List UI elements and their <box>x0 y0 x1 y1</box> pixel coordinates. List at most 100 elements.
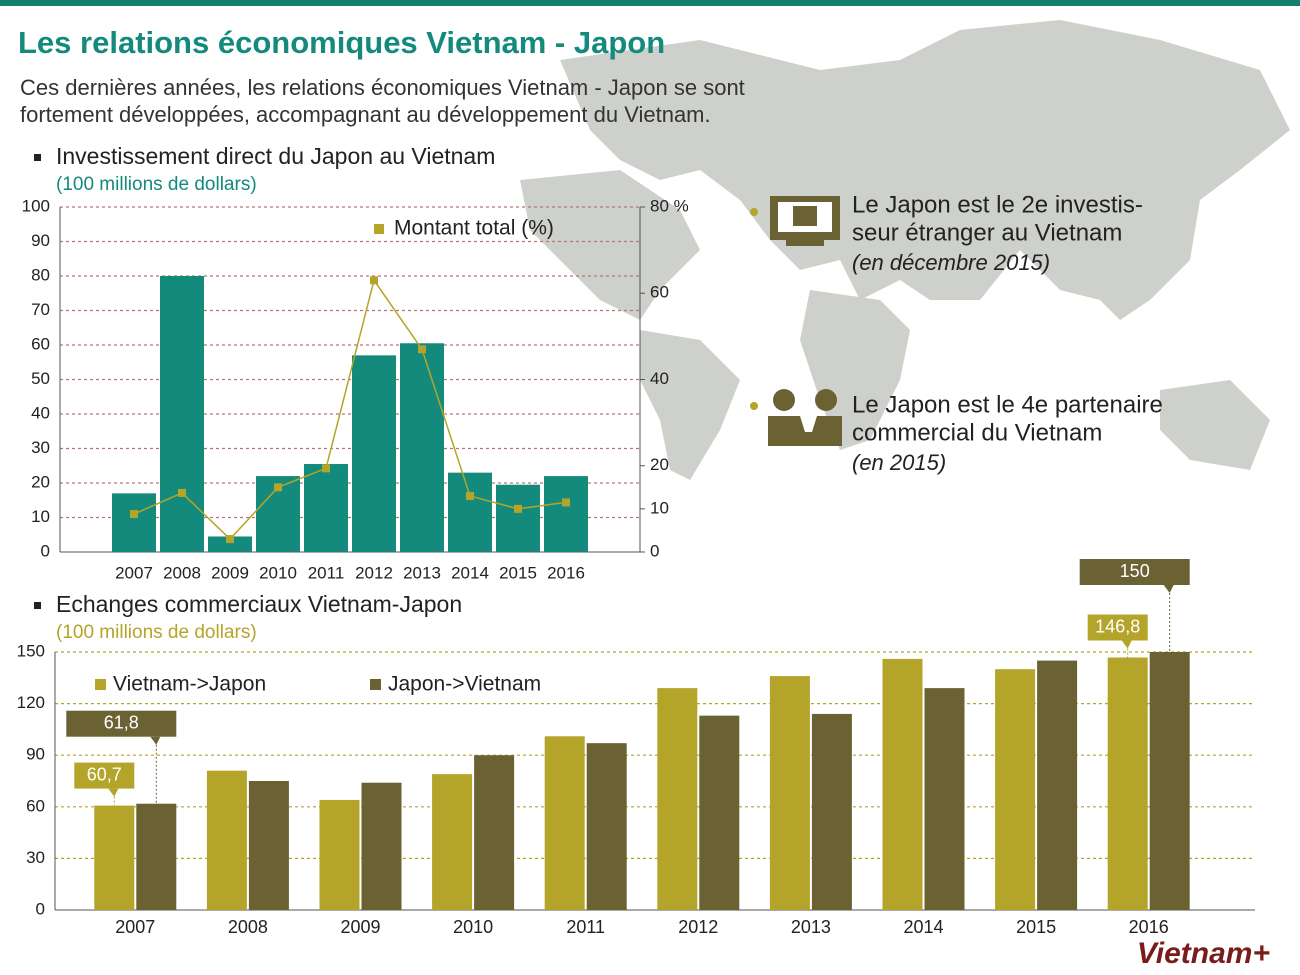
x-tick-label: 2008 <box>163 563 201 582</box>
y-tick-label: 0 <box>41 541 50 560</box>
bar <box>496 484 540 552</box>
line-marker <box>274 483 282 492</box>
y-tick-label: 70 <box>31 300 50 319</box>
x-tick-label: 2016 <box>547 563 585 582</box>
fact-text: Le Japon est le 2e investis- <box>852 191 1143 218</box>
bar <box>995 669 1036 910</box>
y2-tick-label: 0 <box>650 541 659 560</box>
x-tick-label: 2016 <box>1129 917 1169 937</box>
y-tick-label: 80 <box>31 265 50 284</box>
x-tick-label: 2015 <box>499 563 537 582</box>
subtitle: fortement développées, accompagnant au d… <box>20 102 711 127</box>
y-tick-label: 60 <box>31 334 50 353</box>
top-bar <box>0 0 1300 6</box>
x-tick-label: 2007 <box>115 917 155 937</box>
legend-label: Montant total (%) <box>394 217 554 240</box>
line-marker <box>322 464 330 473</box>
y-tick-label: 90 <box>31 231 50 250</box>
fact-note: (en 2015) <box>852 450 946 475</box>
line-marker <box>130 510 138 519</box>
x-tick-label: 2014 <box>903 917 943 937</box>
bar <box>769 676 810 910</box>
chart-unit: (100 millions de dollars) <box>56 622 257 643</box>
y-tick-label: 100 <box>22 196 50 215</box>
bar <box>136 803 177 910</box>
chart-title: Echanges commerciaux Vietnam-Japon <box>56 591 462 617</box>
y-tick-label: 40 <box>31 403 50 422</box>
bar <box>361 782 402 910</box>
y-tick-label: 60 <box>26 796 45 815</box>
fact-note: (en décembre 2015) <box>852 250 1050 275</box>
chart-unit: (100 millions de dollars) <box>56 174 257 195</box>
bar <box>304 464 348 552</box>
x-tick-label: 2013 <box>403 563 441 582</box>
x-tick-label: 2010 <box>453 917 493 937</box>
y2-tick-label: 20 <box>650 455 669 474</box>
bar <box>1037 660 1078 910</box>
line-marker <box>466 491 474 500</box>
bar <box>160 276 204 552</box>
legend-swatch <box>95 679 106 690</box>
y2-tick-label: 60 <box>650 283 669 302</box>
value-label-box <box>1079 559 1190 585</box>
x-tick-label: 2007 <box>115 563 153 582</box>
bar <box>1107 657 1148 910</box>
line-marker <box>178 488 186 497</box>
title: Les relations économiques Vietnam - Japo… <box>18 25 665 60</box>
line-marker <box>418 345 426 354</box>
bar <box>94 805 135 910</box>
bar <box>699 715 740 910</box>
x-tick-label: 2009 <box>340 917 380 937</box>
line-marker <box>514 504 522 513</box>
bar <box>1149 652 1190 910</box>
y-tick-label: 10 <box>31 507 50 526</box>
x-tick-label: 2011 <box>566 917 605 937</box>
legend-swatch <box>374 224 384 234</box>
line-marker <box>562 498 570 507</box>
x-tick-label: 2008 <box>228 917 268 937</box>
x-tick-label: 2011 <box>308 563 345 582</box>
callout-tail <box>150 736 161 745</box>
x-tick-label: 2010 <box>259 563 297 582</box>
legend-label: Vietnam->Japon <box>113 673 266 696</box>
y-tick-label: 120 <box>17 693 45 712</box>
x-tick-label: 2009 <box>211 563 249 582</box>
bullet <box>34 602 41 609</box>
fact-text: Le Japon est le 4e partenaire <box>852 391 1163 418</box>
legend-swatch <box>370 679 381 690</box>
y-tick-label: 20 <box>31 472 50 491</box>
value-label-box <box>66 710 177 737</box>
bar <box>448 472 492 552</box>
y2-tick-label: 10 <box>650 498 669 517</box>
bar <box>657 688 698 910</box>
y-tick-label: 90 <box>26 745 45 764</box>
chart-title: Investissement direct du Japon au Vietna… <box>56 143 495 169</box>
y2-tick-label: 80 % <box>650 196 689 215</box>
value-label-box <box>74 762 135 789</box>
bar <box>352 355 396 552</box>
y-tick-label: 30 <box>31 438 50 457</box>
y-tick-label: 50 <box>31 369 50 388</box>
bar <box>811 713 852 910</box>
fact-text: seur étranger au Vietnam <box>852 219 1122 246</box>
bar <box>206 770 247 910</box>
bar <box>474 755 515 910</box>
y2-tick-label: 40 <box>650 369 669 388</box>
legend-label: Japon->Vietnam <box>388 673 541 696</box>
y-tick-label: 30 <box>26 848 45 867</box>
bar <box>432 774 473 910</box>
x-tick-label: 2014 <box>451 563 489 582</box>
line-marker <box>226 535 234 544</box>
y-tick-label: 150 <box>17 641 45 660</box>
bar <box>319 799 360 910</box>
value-label: 61,8 <box>104 712 139 732</box>
callout-tail <box>1163 585 1174 593</box>
fact-text: commercial du Vietnam <box>852 419 1102 446</box>
bar <box>400 343 444 552</box>
bar <box>208 536 252 552</box>
bar <box>544 476 588 552</box>
value-label: 146,8 <box>1095 616 1140 636</box>
y-tick-label: 0 <box>36 899 45 918</box>
bar <box>586 743 627 910</box>
value-label: 150 <box>1120 561 1150 581</box>
